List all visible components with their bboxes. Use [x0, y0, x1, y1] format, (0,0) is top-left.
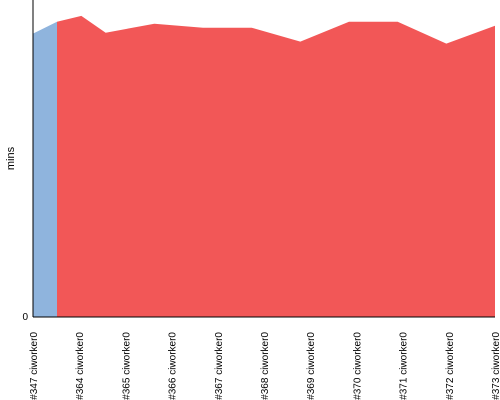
y-axis-title: mins	[5, 146, 17, 170]
x-tick-label: #367 ciworker0	[214, 332, 225, 400]
x-tick-label: #371 ciworker0	[399, 332, 410, 400]
y-tick-label: 0	[22, 312, 28, 323]
x-tick-label: #347 ciworker0	[29, 332, 40, 400]
x-tick-label: #372 ciworker0	[445, 332, 456, 400]
x-tick-label: #370 ciworker0	[352, 332, 363, 400]
x-tick-label: #365 ciworker0	[121, 332, 132, 400]
area-segment-main	[57, 15, 495, 317]
x-tick-label: #364 ciworker0	[75, 332, 86, 400]
x-tick-label: #368 ciworker0	[260, 332, 271, 400]
x-tick-layer: #347 ciworker0 #364 ciworker0 #365 ciworke…	[29, 332, 500, 400]
x-tick-label: #373 ciworker0	[491, 332, 500, 400]
area-layer	[33, 15, 495, 317]
x-tick-label: #366 ciworker0	[168, 332, 179, 400]
y-tick-layer: 0	[22, 312, 28, 323]
x-tick-label: #369 ciworker0	[306, 332, 317, 400]
area-segment-early	[33, 21, 57, 317]
